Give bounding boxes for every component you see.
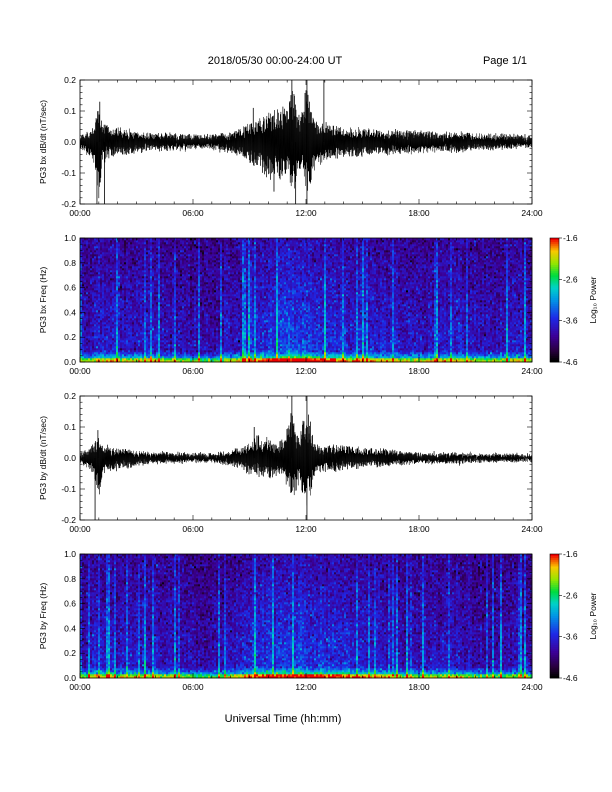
figure: 2018/05/30 00:00-24:00 UT Page 1/1 0.2 0.… [0, 0, 612, 792]
y-tick-label: 0.8 [64, 258, 76, 268]
colorbar-tick-label: -1.6 [563, 549, 578, 559]
x-tick-label: 24:00 [521, 524, 543, 534]
spectrogram-cells [80, 554, 532, 678]
x-tick-label: 00:00 [69, 524, 91, 534]
y-tick-label: 0.2 [64, 75, 76, 85]
x-tick-label: 12:00 [295, 682, 317, 692]
colorbar-tick-label: -4.6 [563, 357, 578, 367]
spectrogram-cells [80, 238, 532, 362]
y-axis-label: PG3 bx Freq (Hz) [38, 267, 48, 334]
y-tick-label: 0.2 [64, 648, 76, 658]
x-tick-label: 12:00 [295, 524, 317, 534]
x-tick-label: 24:00 [521, 682, 543, 692]
x-tick-label: 00:00 [69, 682, 91, 692]
page-indicator: Page 1/1 [483, 55, 527, 67]
x-tick-label: 00:00 [69, 208, 91, 218]
x-tick-label: 24:00 [521, 366, 543, 376]
y-tick-label: 0.1 [64, 106, 76, 116]
series-trace [80, 413, 532, 505]
x-tick-label: 24:00 [521, 208, 543, 218]
x-tick-label: 06:00 [182, 208, 204, 218]
panel-by-dbdt: 0.20.10.0-0.1-0.200:00 06:00 12:00 18:00 24:… [38, 391, 543, 534]
series-trace [80, 90, 532, 198]
y-tick-label: 0.8 [64, 574, 76, 584]
x-tick-label: 12:00 [295, 366, 317, 376]
x-tick-label: 00:00 [69, 366, 91, 376]
colorbar: -1.6 -2.6 -3.6 -4.6 Log₁₀ Power [550, 549, 598, 683]
x-tick-label: 18:00 [408, 208, 430, 218]
panel-by-spectrogram: 1.00.80.60.40.20.000:00 06:00 12:00 18:00 24… [38, 549, 598, 692]
colorbar-tick-label: -1.6 [563, 233, 578, 243]
y-tick-label: 1.0 [64, 233, 76, 243]
y-tick-label: -0.1 [61, 168, 76, 178]
panel-bx-spectrogram: 1.00.80.60.40.20.000:00 06:00 12:00 18:00 24… [38, 233, 598, 376]
colorbar-tick-label: -2.6 [563, 274, 578, 284]
y-tick-label: 0.4 [64, 623, 76, 633]
colorbar: -1.6 -2.6 -3.6 -4.6 Log₁₀ Power [550, 233, 598, 367]
colorbar-tick-label: -2.6 [563, 590, 578, 600]
x-tick-label: 06:00 [182, 366, 204, 376]
panel-bx-dbdt: 0.20.10.0-0.1-0.200:00 06:00 12:00 18:00 24:… [38, 75, 543, 218]
y-axis-label: PG3 by dB/dt (nT/sec) [38, 416, 48, 500]
x-tick-label: 06:00 [182, 682, 204, 692]
colorbar-tick-label: -3.6 [563, 632, 578, 642]
x-tick-label: 18:00 [408, 524, 430, 534]
figure-title: 2018/05/30 00:00-24:00 UT [208, 55, 343, 67]
x-axis-label: Universal Time (hh:mm) [225, 713, 342, 725]
y-tick-label: 0.4 [64, 307, 76, 317]
y-tick-label: 0.1 [64, 422, 76, 432]
y-axis-label: PG3 bx dB/dt (nT/sec) [38, 100, 48, 184]
x-tick-label: 12:00 [295, 208, 317, 218]
y-tick-label: 0.0 [64, 137, 76, 147]
y-tick-label: 0.2 [64, 332, 76, 342]
x-tick-label: 18:00 [408, 682, 430, 692]
y-axis-label: PG3 by Freq (Hz) [38, 583, 48, 650]
y-tick-label: 0.6 [64, 599, 76, 609]
colorbar-tick-label: -4.6 [563, 673, 578, 683]
colorbar-label: Log₁₀ Power [588, 276, 598, 323]
x-tick-label: 06:00 [182, 524, 204, 534]
y-tick-label: -0.1 [61, 484, 76, 494]
colorbar-tick-label: -3.6 [563, 316, 578, 326]
y-tick-label: 0.6 [64, 283, 76, 293]
colorbar-label: Log₁₀ Power [588, 592, 598, 639]
x-tick-label: 18:00 [408, 366, 430, 376]
y-tick-label: 0.2 [64, 391, 76, 401]
y-tick-label: 0.0 [64, 453, 76, 463]
y-tick-label: 1.0 [64, 549, 76, 559]
